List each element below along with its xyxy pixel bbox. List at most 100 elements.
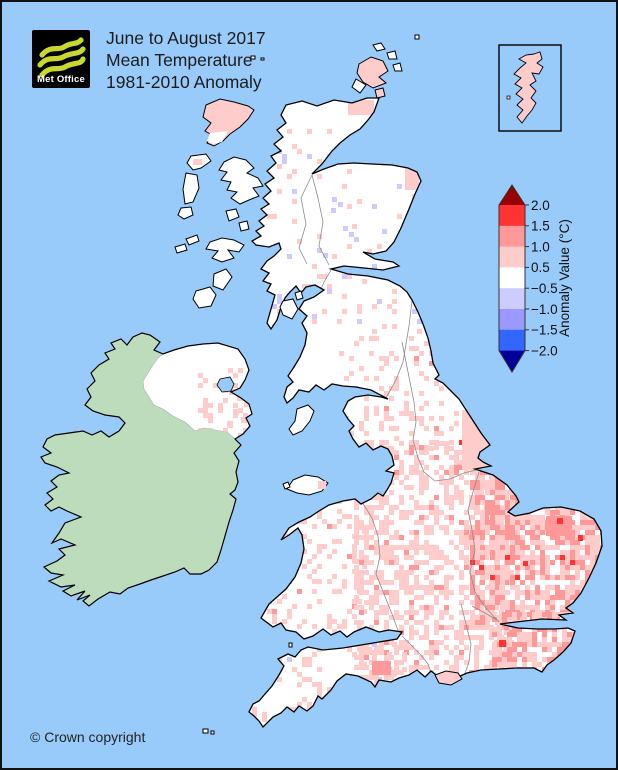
anomaly-pixel xyxy=(379,366,384,371)
anomaly-pixel xyxy=(497,617,502,622)
anomaly-pixel xyxy=(238,368,243,373)
anomaly-pixel xyxy=(517,632,522,637)
anomaly-pixel xyxy=(384,580,389,585)
anomaly-pixel xyxy=(490,520,495,525)
anomaly-pixel xyxy=(464,530,469,535)
anomaly-pixel xyxy=(367,249,372,254)
anomaly-pixel xyxy=(359,555,364,560)
anomaly-pixel xyxy=(484,515,489,520)
anomaly-pixel xyxy=(449,625,454,630)
anomaly-pixel xyxy=(399,515,404,520)
anomaly-pixel xyxy=(429,585,434,590)
anomaly-pixel xyxy=(374,336,379,341)
anomaly-pixel xyxy=(354,520,359,525)
anomaly-pixel xyxy=(419,560,424,565)
anomaly-pixel xyxy=(507,642,512,647)
anomaly-pixel xyxy=(282,534,287,539)
anomaly-pixel xyxy=(454,495,459,500)
anomaly-pixel xyxy=(434,426,439,431)
anomaly-pixel xyxy=(485,510,490,515)
anomaly-pixel xyxy=(364,440,369,445)
anomaly-pixel xyxy=(384,411,389,416)
anomaly-pixel xyxy=(485,525,490,530)
anomaly-pixel xyxy=(208,413,213,418)
anomaly-pixel xyxy=(504,495,509,500)
anomaly-pixel xyxy=(500,585,505,590)
anomaly-pixel xyxy=(424,480,429,485)
anomaly-pixel xyxy=(379,580,384,585)
anomaly-pixel xyxy=(354,595,359,600)
anomaly-pixel xyxy=(495,495,500,500)
anomaly-pixel xyxy=(565,575,570,580)
island-south-ronaldsay xyxy=(374,87,386,99)
anomaly-pixel xyxy=(464,645,469,650)
legend-segment xyxy=(499,246,525,268)
anomaly-pixel xyxy=(342,619,347,624)
anomaly-pixel xyxy=(409,336,414,341)
anomaly-pixel xyxy=(223,428,228,433)
anomaly-pixel xyxy=(307,604,312,609)
anomaly-pixel xyxy=(565,585,570,590)
anomaly-pixel xyxy=(520,555,525,560)
anomaly-pixel xyxy=(464,535,469,540)
anomaly-pixel xyxy=(470,550,475,555)
anomaly-pixel xyxy=(439,386,444,391)
anomaly-pixel xyxy=(444,525,449,530)
island-isle-of-wight xyxy=(434,670,463,686)
anomaly-pixel xyxy=(459,630,464,635)
anomaly-pixel xyxy=(459,440,464,445)
anomaly-pixel xyxy=(474,645,479,650)
anomaly-pixel xyxy=(419,406,424,411)
anomaly-pixel xyxy=(459,540,464,545)
anomaly-pixel xyxy=(515,565,520,570)
anomaly-pixel xyxy=(504,645,509,650)
anomaly-pixel xyxy=(585,550,590,555)
anomaly-pixel xyxy=(317,682,322,687)
anomaly-pixel xyxy=(287,657,292,662)
anomaly-pixel xyxy=(500,490,505,495)
anomaly-pixel xyxy=(384,675,389,680)
anomaly-pixel xyxy=(424,450,429,455)
anomaly-pixel xyxy=(535,600,540,605)
anomaly-pixel xyxy=(434,600,439,605)
anomaly-pixel xyxy=(489,635,494,640)
anomaly-pixel xyxy=(540,540,545,545)
anomaly-pixel xyxy=(399,460,404,465)
anomaly-pixel xyxy=(379,610,384,615)
anomaly-pixel xyxy=(535,595,540,600)
east-highlands-district-line xyxy=(311,174,330,266)
anomaly-pixel xyxy=(495,490,500,495)
anomaly-pixel xyxy=(312,624,317,629)
anomaly-pixel xyxy=(379,440,384,445)
anomaly-pixel xyxy=(540,590,545,595)
anomaly-pixel xyxy=(485,485,490,490)
anomaly-pixel xyxy=(479,645,484,650)
anomaly-pixel xyxy=(287,254,292,259)
anomaly-pixel xyxy=(490,535,495,540)
anomaly-pixel xyxy=(530,595,535,600)
anomaly-pixel xyxy=(530,580,535,585)
anomaly-pixel xyxy=(500,510,505,515)
island-fair-isle xyxy=(414,34,420,40)
anomaly-pixel xyxy=(459,535,464,540)
anomaly-pixel xyxy=(379,520,384,525)
anomaly-pixel xyxy=(505,500,510,505)
anomaly-pixel xyxy=(404,411,409,416)
anomaly-pixel xyxy=(485,565,490,570)
anomaly-pixel xyxy=(464,585,469,590)
anomaly-pixel xyxy=(500,535,505,540)
anomaly-pixel xyxy=(484,625,489,630)
anomaly-pixel xyxy=(515,540,520,545)
anomaly-pixel xyxy=(439,441,444,446)
anomaly-pixel xyxy=(362,564,367,569)
anomaly-pixel xyxy=(459,590,464,595)
anomaly-pixel xyxy=(419,545,424,550)
anomaly-pixel xyxy=(492,617,497,622)
anomaly-pixel xyxy=(409,416,414,421)
anomaly-pixel xyxy=(429,580,434,585)
anomaly-pixel xyxy=(585,525,590,530)
anomaly-pixel xyxy=(317,514,322,519)
anomaly-pixel xyxy=(527,657,532,662)
anomaly-pixel xyxy=(379,575,384,580)
anomaly-pixel xyxy=(389,396,394,401)
